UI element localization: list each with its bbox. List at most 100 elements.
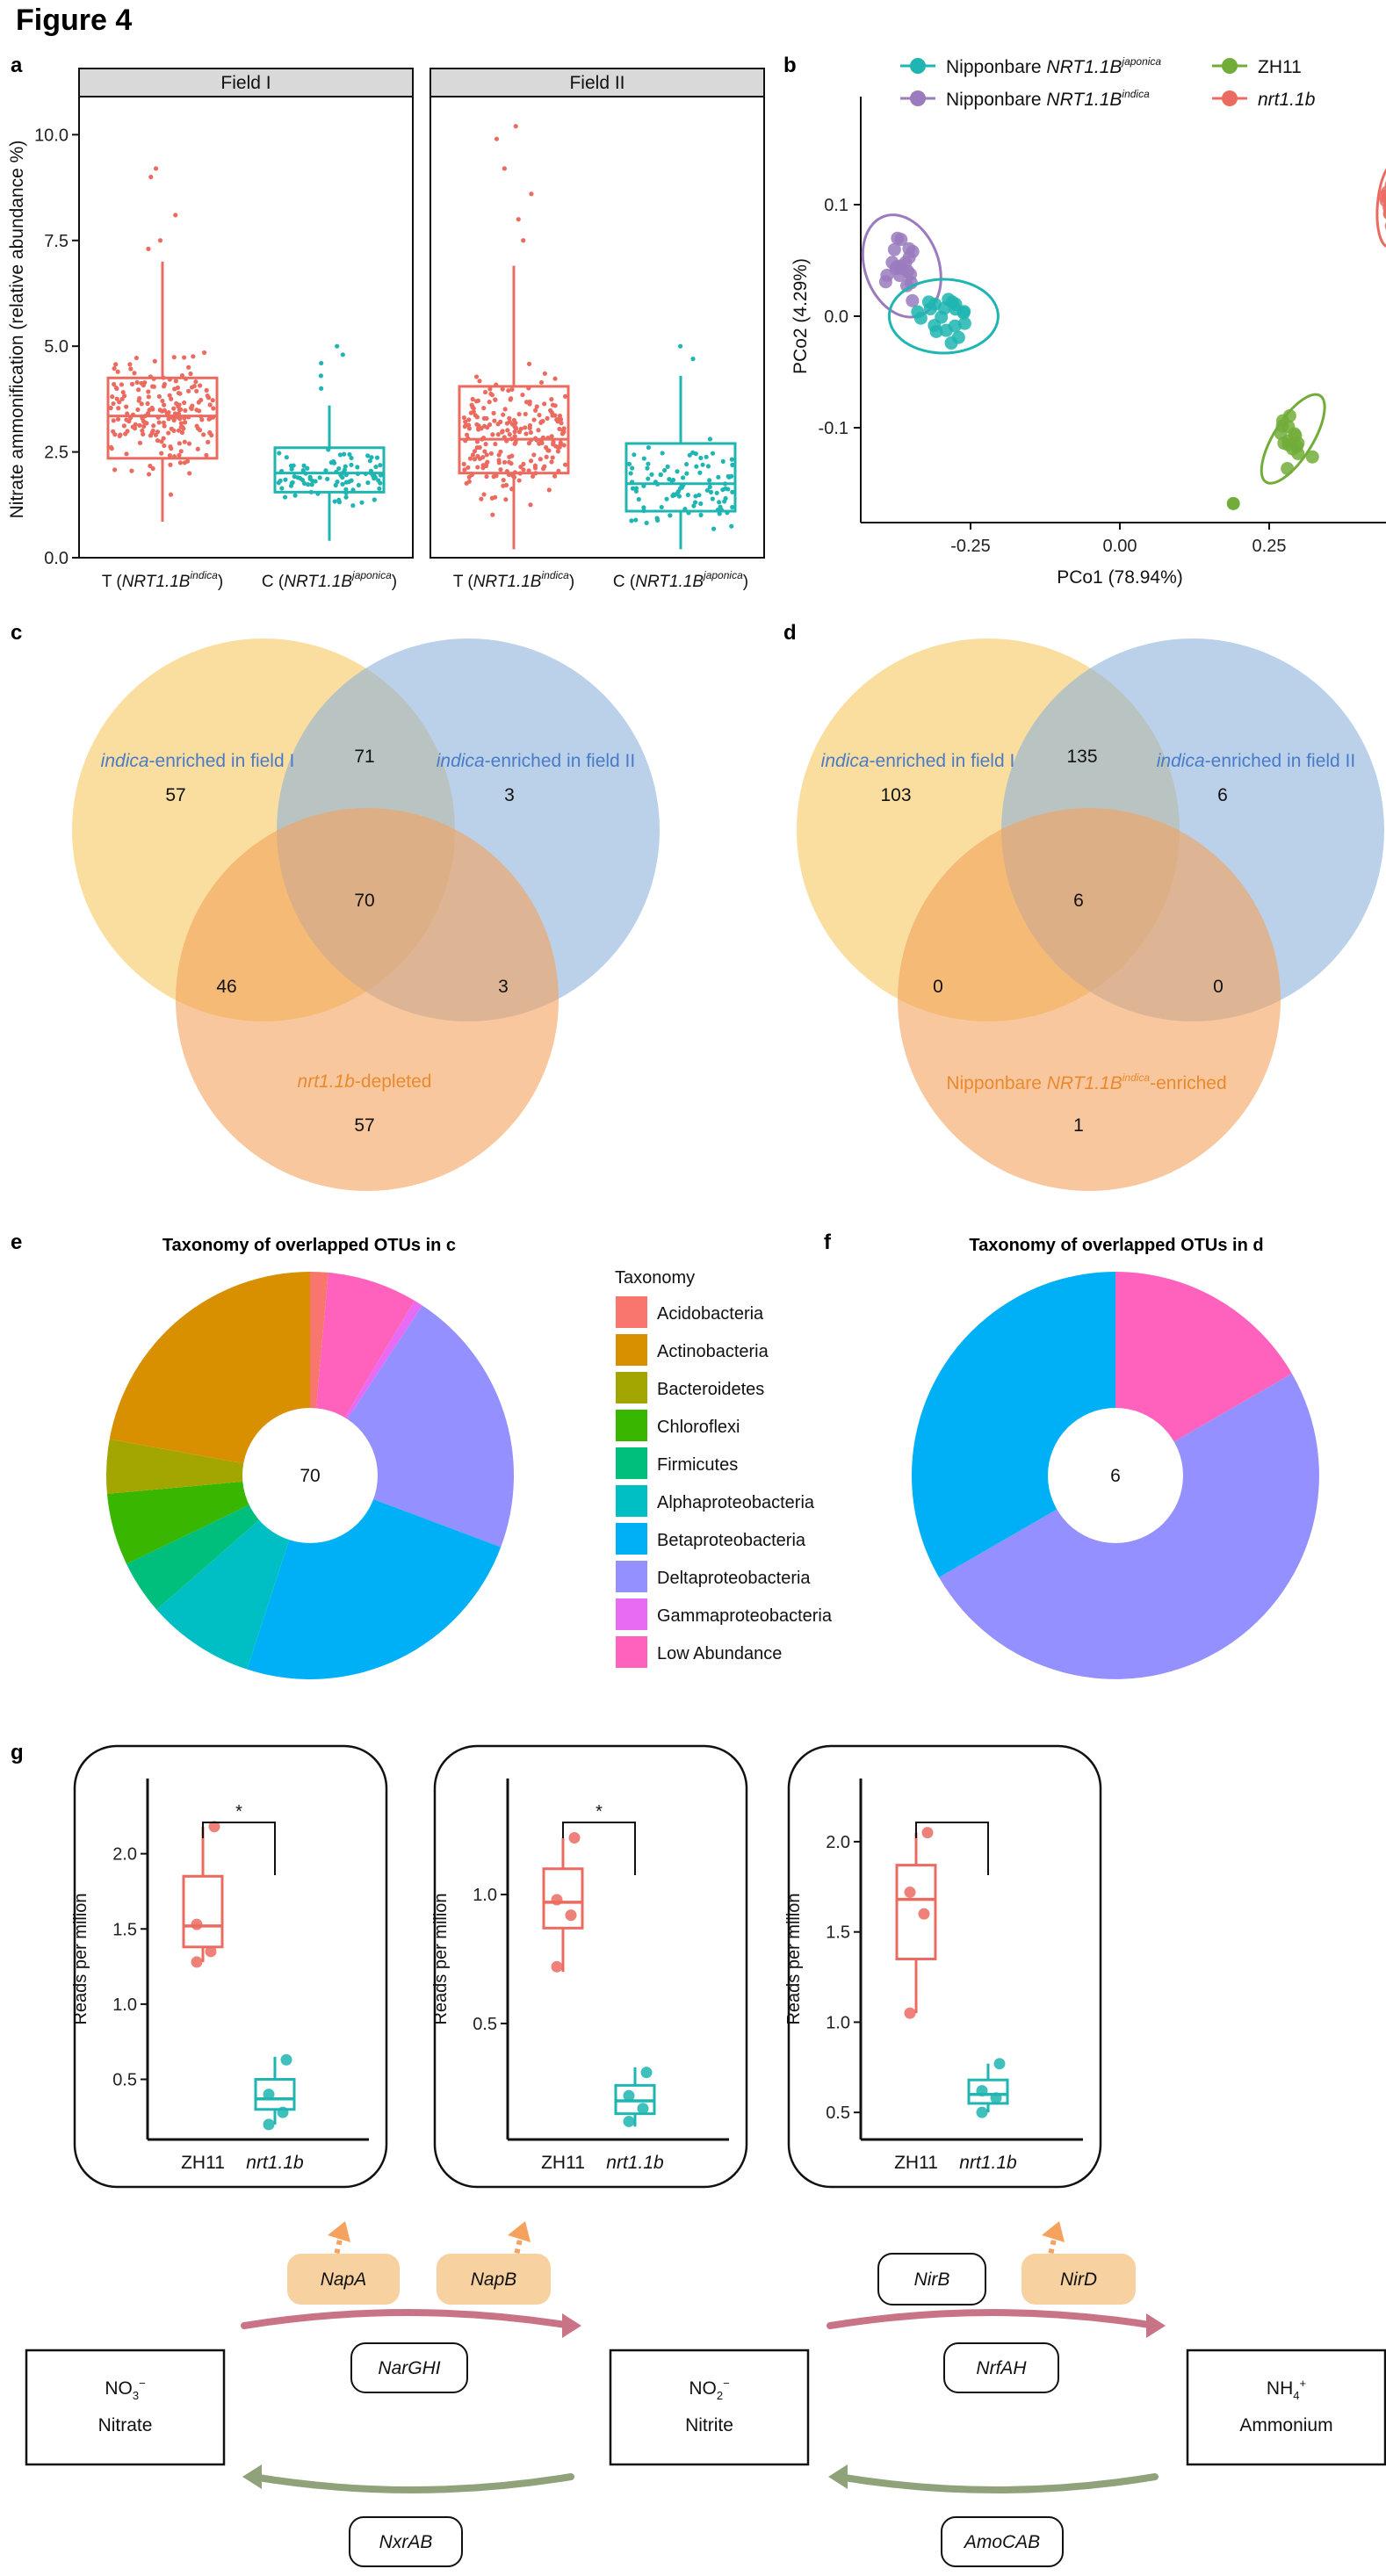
- jitter-point: [562, 393, 568, 399]
- legend-label: Actinobacteria: [657, 1342, 769, 1361]
- jitter-point: [697, 470, 703, 475]
- jitter-point: [186, 364, 191, 370]
- jitter-point: [506, 472, 512, 478]
- venn-c-count: 71: [354, 747, 374, 767]
- jitter-point: [150, 465, 155, 472]
- x-tick-label: C (NRT1.1Bjaponica): [262, 569, 397, 591]
- venn-d-count: 135: [1066, 747, 1097, 767]
- jitter-point: [162, 423, 167, 429]
- inset-y-tick-label: 0.5: [826, 2103, 850, 2123]
- pie-f-hole: [1048, 1408, 1183, 1543]
- scatter-point: [885, 256, 899, 270]
- venn-d-count: 0: [1213, 977, 1224, 997]
- jitter-point: [557, 444, 562, 450]
- jitter-point: [468, 410, 473, 415]
- jitter-point: [493, 494, 498, 500]
- jitter-point: [538, 379, 545, 386]
- panel-b-xlabel: PCo1 (78.94%): [1057, 567, 1183, 588]
- jitter-point: [665, 464, 670, 469]
- inset-y-tick-label: 2.0: [826, 1833, 850, 1852]
- jitter-point: [331, 458, 336, 465]
- jitter-point: [197, 428, 203, 433]
- jitter-point: [730, 504, 735, 510]
- jitter-point: [347, 451, 352, 458]
- y-tick-label: 7.5: [44, 232, 69, 251]
- pie-f-title: Taxonomy of overlapped OTUs in d: [969, 1236, 1263, 1255]
- connector-arrowhead: [328, 2221, 350, 2242]
- pathway-node-formula: NO2−: [689, 2377, 729, 2402]
- jitter-point: [509, 437, 515, 442]
- taxonomy-legend: Taxonomy Acidobacteria Actinobacteria Bact…: [614, 1268, 833, 1670]
- jitter-point: [171, 415, 177, 421]
- jitter-point: [550, 455, 555, 460]
- jitter-point: [462, 467, 467, 473]
- jitter-point: [557, 426, 562, 432]
- jitter-point: [308, 489, 314, 494]
- jitter-point: [211, 406, 216, 411]
- jitter-point: [141, 423, 147, 429]
- jitter-point: [475, 398, 480, 403]
- jitter-point: [485, 459, 490, 465]
- scatter-point: [878, 275, 892, 289]
- jitter-point: [334, 469, 339, 474]
- jitter-point: [493, 397, 498, 402]
- scatter-point: [902, 242, 916, 256]
- jitter-point: [714, 490, 719, 495]
- confidence-ellipse: [887, 278, 1000, 355]
- jitter-point: [495, 432, 501, 437]
- jitter-point: [177, 452, 182, 458]
- jitter-point: [498, 449, 503, 454]
- legend-label: Nipponbare NRT1.1Bjaponica: [946, 55, 1161, 77]
- y-tick-label: 0.0: [824, 307, 848, 327]
- jitter-point: [188, 371, 193, 377]
- jitter-point: [288, 483, 294, 488]
- inset-x-tick-label: nrt1.1b: [959, 2153, 1017, 2173]
- jitter-point: [152, 358, 157, 364]
- jitter-point: [506, 388, 511, 393]
- jitter-point: [199, 397, 204, 403]
- jitter-point: [556, 468, 561, 473]
- jitter-point: [112, 467, 118, 473]
- pathway-node: [1186, 2349, 1386, 2466]
- legend-key-dot: [1222, 90, 1238, 106]
- jitter-point: [658, 472, 663, 478]
- jitter-point: [284, 455, 289, 460]
- jitter-point: [523, 411, 528, 417]
- gene-inset-panel: [787, 1744, 1102, 2189]
- jitter-point: [484, 415, 489, 422]
- jitter-point: [111, 418, 116, 423]
- outlier-point: [521, 238, 526, 243]
- outlier-point: [494, 136, 500, 141]
- jitter-point: [464, 432, 470, 437]
- jitter-point: [108, 405, 113, 411]
- jitter-point: [516, 478, 522, 483]
- jitter-point: [528, 429, 533, 436]
- jitter-point: [511, 474, 517, 480]
- jitter-point: [730, 462, 735, 467]
- jitter-point: [306, 482, 311, 487]
- jitter-point: [337, 452, 343, 458]
- jitter-point: [469, 471, 474, 477]
- jitter-point: [130, 412, 136, 417]
- jitter-point: [500, 429, 505, 435]
- venn-d-label-3: Nipponbare NRT1.1Bindica-enriched: [946, 1072, 1226, 1093]
- venn-c-circle-depleted: [176, 808, 559, 1191]
- legend-swatch: [614, 1634, 649, 1670]
- jitter-point: [315, 491, 321, 496]
- gene-box-nird-label: NirD: [1060, 2269, 1097, 2290]
- jitter-point: [303, 471, 308, 476]
- jitter-point: [729, 457, 734, 462]
- jitter-point: [305, 465, 310, 471]
- legend-swatch: [614, 1332, 649, 1367]
- outlier-point: [148, 174, 154, 180]
- confidence-ellipse: [1375, 161, 1386, 249]
- jitter-point: [546, 448, 552, 453]
- jitter-point: [198, 383, 203, 388]
- jitter-point: [110, 394, 115, 400]
- jitter-point: [489, 393, 495, 398]
- jitter-point: [559, 431, 566, 437]
- jitter-point: [549, 397, 554, 402]
- jitter-point: [137, 440, 143, 445]
- legend-label: Bacteroidetes: [657, 1380, 764, 1399]
- jitter-point: [338, 473, 343, 478]
